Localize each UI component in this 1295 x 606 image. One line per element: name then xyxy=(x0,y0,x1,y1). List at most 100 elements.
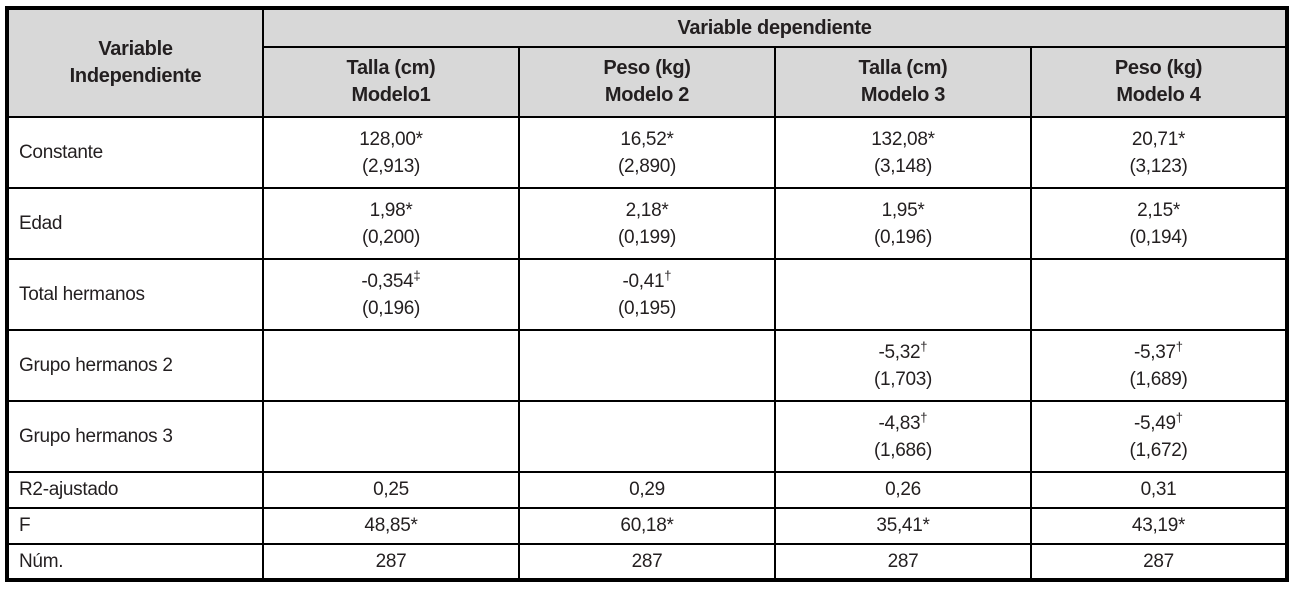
value-text: -5,32 xyxy=(878,341,921,363)
column-header-measure: Talla (cm) xyxy=(858,57,948,79)
data-cell: -4,83† (1,686) xyxy=(774,400,1032,473)
column-header-model3: Talla (cm) Modelo 3 xyxy=(774,46,1032,118)
standard-error: (1,686) xyxy=(873,439,933,461)
data-cell: 2,15* (0,194) xyxy=(1030,187,1288,260)
standard-error: (0,200) xyxy=(361,226,421,248)
value-text: 2,18* xyxy=(625,199,669,221)
data-cell: 132,08* (3,148) xyxy=(774,116,1032,189)
coefficient-value: 20,71* xyxy=(1032,126,1285,154)
statistic-value: 43,19* xyxy=(1131,515,1186,536)
coefficient-value: -0,354‡ xyxy=(264,268,518,296)
value-text: -4,83 xyxy=(878,412,921,434)
data-cell: 0,26 xyxy=(774,471,1032,509)
data-cell: -0,41† (0,195) xyxy=(518,258,776,331)
coefficient-value: -4,83† xyxy=(776,410,1030,438)
value-text: 2,15* xyxy=(1137,199,1180,221)
data-cell: 2,18* (0,199) xyxy=(518,187,776,260)
value-text: 1,95* xyxy=(881,199,925,221)
data-cell: 1,95* (0,196) xyxy=(774,187,1032,260)
table-row-edad: Edad 1,98* (0,200) 2,18* (0,199) 1,95* (… xyxy=(6,187,1288,260)
significance-marker: † xyxy=(1175,409,1184,425)
significance-marker: ‡ xyxy=(413,267,421,283)
corner-header-line1: Variable xyxy=(98,38,173,60)
coefficient-value: -5,49† xyxy=(1032,410,1285,438)
standard-error: (1,703) xyxy=(873,368,933,390)
statistic-value: 60,18* xyxy=(620,515,674,536)
table-row-num: Núm. 287 287 287 287 xyxy=(6,543,1288,581)
significance-marker: † xyxy=(920,338,928,354)
data-cell-empty xyxy=(518,400,776,473)
coefficient-value: 128,00* xyxy=(264,126,518,154)
value-text: 16,52* xyxy=(620,128,674,150)
standard-error: (3,148) xyxy=(873,155,933,177)
data-cell-empty xyxy=(518,329,776,402)
header-row-group: Variable Independiente Variable dependie… xyxy=(6,7,1288,118)
data-cell-empty xyxy=(1030,258,1288,331)
value-text: -0,41 xyxy=(622,270,665,292)
value-text: 128,00* xyxy=(359,128,423,150)
coefficient-value: 132,08* xyxy=(776,126,1030,154)
corner-header: Variable Independiente xyxy=(6,7,264,118)
data-cell: -5,49† (1,672) xyxy=(1030,400,1288,473)
data-cell: 0,31 xyxy=(1030,471,1288,509)
data-cell-empty xyxy=(262,400,520,473)
data-cell: 287 xyxy=(1030,543,1288,581)
header-row-columns: Talla (cm) Modelo1 Peso (kg) Modelo 2 Ta… xyxy=(7,46,1288,118)
value-text: -0,354 xyxy=(361,270,414,292)
coefficient-value: 2,18* xyxy=(520,197,774,225)
data-cell: 287 xyxy=(518,543,776,581)
data-cell: -0,354‡ (0,196) xyxy=(262,258,520,331)
table-row-r2-ajustado: R2-ajustado 0,25 0,29 0,26 0,31 xyxy=(6,471,1288,509)
significance-marker: † xyxy=(920,409,928,425)
standard-error: (0,199) xyxy=(617,226,677,248)
table-row-grupo-hermanos-2: Grupo hermanos 2 -5,32† (1,703) -5,37† (… xyxy=(6,329,1288,402)
statistic-value: 0,31 xyxy=(1140,479,1177,500)
standard-error: (1,672) xyxy=(1129,439,1188,461)
standard-error: (0,196) xyxy=(361,297,421,319)
data-cell: 0,29 xyxy=(518,471,776,509)
data-cell: 1,98* (0,200) xyxy=(262,187,520,260)
coefficient-value: -0,41† xyxy=(520,268,774,296)
standard-error: (0,195) xyxy=(617,297,677,319)
coefficient-value: 1,98* xyxy=(264,197,518,225)
column-header-model2: Peso (kg) Modelo 2 xyxy=(518,46,776,118)
table-row-total-hermanos: Total hermanos -0,354‡ (0,196) -0,41† (0… xyxy=(6,258,1288,331)
statistic-value: 287 xyxy=(375,550,407,572)
column-header-measure: Peso (kg) xyxy=(603,57,691,79)
statistic-value: 0,25 xyxy=(373,479,409,500)
column-header-model: Modelo 3 xyxy=(860,84,946,106)
row-label: R2-ajustado xyxy=(6,471,264,509)
value-text: -5,49 xyxy=(1133,412,1176,434)
coefficient-value: -5,32† xyxy=(776,339,1030,367)
significance-marker: † xyxy=(1175,338,1184,354)
row-label: Edad xyxy=(6,187,264,260)
standard-error: (2,890) xyxy=(617,155,677,177)
regression-table: Variable Independiente Variable dependie… xyxy=(5,6,1289,582)
value-text: 132,08* xyxy=(871,128,935,150)
corner-header-line2: Independiente xyxy=(69,65,202,87)
column-header-measure: Peso (kg) xyxy=(1114,57,1203,79)
column-header-model1: Talla (cm) Modelo1 xyxy=(262,46,520,118)
standard-error: (0,196) xyxy=(873,226,933,248)
significance-marker: † xyxy=(664,267,672,283)
standard-error: (3,123) xyxy=(1129,155,1188,177)
value-text: 20,71* xyxy=(1131,128,1186,150)
column-header-measure: Talla (cm) xyxy=(346,57,436,79)
data-cell: 128,00* (2,913) xyxy=(262,116,520,189)
statistic-value: 0,26 xyxy=(885,479,921,500)
column-header-model4: Peso (kg) Modelo 4 xyxy=(1030,46,1288,118)
standard-error: (2,913) xyxy=(361,155,421,177)
row-label: Núm. xyxy=(6,543,264,581)
row-label: Grupo hermanos 3 xyxy=(6,400,264,473)
table-row-f: F 48,85* 60,18* 35,41* 43,19* xyxy=(6,507,1288,545)
standard-error: (0,194) xyxy=(1129,226,1188,248)
row-label: Total hermanos xyxy=(6,258,264,331)
coefficient-value: 1,95* xyxy=(776,197,1030,225)
column-header-model: Modelo1 xyxy=(351,84,431,106)
data-cell: -5,37† (1,689) xyxy=(1030,329,1288,402)
coefficient-value: 16,52* xyxy=(520,126,774,154)
data-cell: 0,25 xyxy=(262,471,520,509)
statistic-value: 48,85* xyxy=(364,515,418,536)
data-cell-empty xyxy=(774,258,1032,331)
